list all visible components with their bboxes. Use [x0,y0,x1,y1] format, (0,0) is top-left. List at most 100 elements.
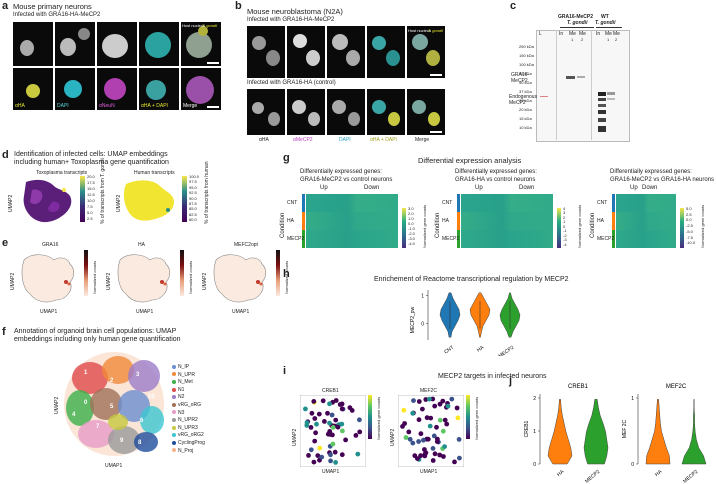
panel-i-point [455,415,461,421]
panel-i-point [428,415,434,421]
panel-i-point [328,458,333,464]
panel-i-point [355,451,361,457]
panel-i-point [343,437,348,443]
panel-c-band2-label: Endogenous MeCP2 [509,94,538,106]
panel-i-point [330,425,336,430]
panel-f-legend-item: N_IP [172,358,189,376]
panel-g-cb-tick: 0.0 [686,217,692,223]
panel-a-tgondii-label: T. gondii [202,23,217,28]
panel-j-violin [645,399,671,465]
panel-g-cb-tick: -1 [563,228,567,234]
panel-a-title: Mouse primary neurons [13,2,92,11]
panel-f-cluster-number: 10 [148,394,155,400]
panel-g-row-label: HA [287,218,294,224]
panel-g-cb-label: Normalized gene counts [577,204,582,248]
panel-g-ylabel: Condition [435,212,441,238]
panel-i-cb-label: Normalized gene counts [376,396,381,440]
legend-dot-icon [172,448,176,453]
panel-i-point [410,410,416,416]
panel-g-title: Differential expression analysis [418,156,522,165]
panel-i-point [325,410,330,416]
panel-f-cluster-number: 11 [66,436,73,442]
panel-g-cb-tick: 3.0 [408,206,414,211]
panel-g-row-label: CNT [442,200,453,206]
panel-i-point [311,399,317,404]
panel-f-legend-label: N_UPR3 [178,424,198,431]
panel-f-letter: f [2,326,6,338]
panel-d-cb2-tick: 82.5 [189,211,197,217]
panel-g-cb-tick: -10.0 [686,240,696,246]
panel-f-legend-item: N3 [172,404,184,422]
panel-f-legend-item: N_UPR2 [172,411,198,429]
panel-g-cb-tick: 5.0 [686,206,692,211]
legend-dot-icon [172,433,176,438]
panel-g-colorbar [557,208,561,248]
panel-e-xlabel: UMAP1 [136,309,154,315]
panel-j-violin [547,399,573,465]
panel-i-point [315,453,321,458]
panel-c-kda-label: 15 kDa [519,116,532,121]
panel-i-point [445,403,451,409]
panel-c-kda-label: 25 kDa [519,98,532,103]
panel-i-point [406,429,412,435]
panel-h-violin-chart: 1 0 MECP2_pw CNT HA MECP2 [410,290,521,356]
panel-i-point [421,437,426,443]
panel-c-lane-label: Me [613,31,620,37]
panel-f-legend-item: N1 [172,381,184,399]
panel-d-ylabel: UMAP2 [8,194,14,212]
panel-i-point [402,421,407,426]
legend-dot-icon [172,372,176,377]
panel-g-cb-tick: 1 [563,219,566,225]
panel-f-legend-label: N1 [178,386,185,393]
panel-d-umap-human [123,180,174,221]
panel-g-cb-label: Normalized gene counts [700,204,705,248]
panel-g-cb-tick: 2 [563,214,566,220]
panel-j-ytick: 0 [631,462,634,468]
panel-g-colorbar [680,208,684,248]
panel-i-point [449,396,455,402]
panel-g-row-label: MECP2 [287,236,305,242]
panel-i-point [308,425,314,430]
panel-i-point [314,421,319,427]
panel-j-ytick: 1 [631,396,634,402]
panel-j-xtick: HA [556,469,566,478]
panel-h-xtick: MECP2 [498,345,516,356]
panel-f-legend-item: vRG_oRG2 [172,426,204,444]
panel-g-heatmap [306,194,398,248]
panel-d-cb2-tick: 85.0 [189,206,197,212]
panel-i-point [424,415,430,421]
panel-a-subtitle: Infected with GRA16-HA-MeCP2 [13,12,101,18]
panel-i-point [328,452,333,458]
panel-j-violin [681,399,707,465]
panel-e-gene-title: MEFC2opt [234,242,258,248]
panel-i-point [437,452,443,458]
panel-d-cb1-tick: 20.0 [87,174,95,179]
panel-i-point [456,437,462,442]
legend-dot-icon [172,379,176,384]
panel-i-point [423,397,429,402]
panel-g-row-label: MECP2 [597,236,615,242]
panel-c-lane-label: Me [579,31,586,37]
panel-i-point [442,417,448,423]
panel-c-group2-species: T. gondii [595,20,616,26]
panel-c-letter: c [510,0,517,12]
panel-c-kda-label: 100 kDa [519,62,534,67]
panel-c-lane-label: In [559,31,564,37]
panel-f-cluster-number: 2 [110,378,114,384]
panel-h-ytick: 0 [421,321,424,327]
panel-f-cluster-number: 9 [120,438,124,444]
panel-i-point [332,449,338,455]
panel-g-cb-tick: -2 [563,232,567,238]
panel-i-point [339,421,345,427]
panel-d-cb1-tick: 15.0 [87,186,95,191]
panel-i-point [312,416,318,421]
panel-f-legend-item: N2 [172,388,184,406]
panel-d-cb2-tick: 100.0 [189,174,200,179]
panel-g-cb-tick: 3 [563,210,566,216]
panel-f-ylabel: UMAP2 [54,396,60,414]
panel-f-legend-label: N_UPR2 [178,416,198,423]
panel-b-ch1: αHA [259,137,269,143]
panel-e-cb-label: Normalized counts [188,260,193,294]
panel-g-up-label: Up [475,185,483,191]
panel-d-cb2-tick: 87.5 [189,201,197,206]
